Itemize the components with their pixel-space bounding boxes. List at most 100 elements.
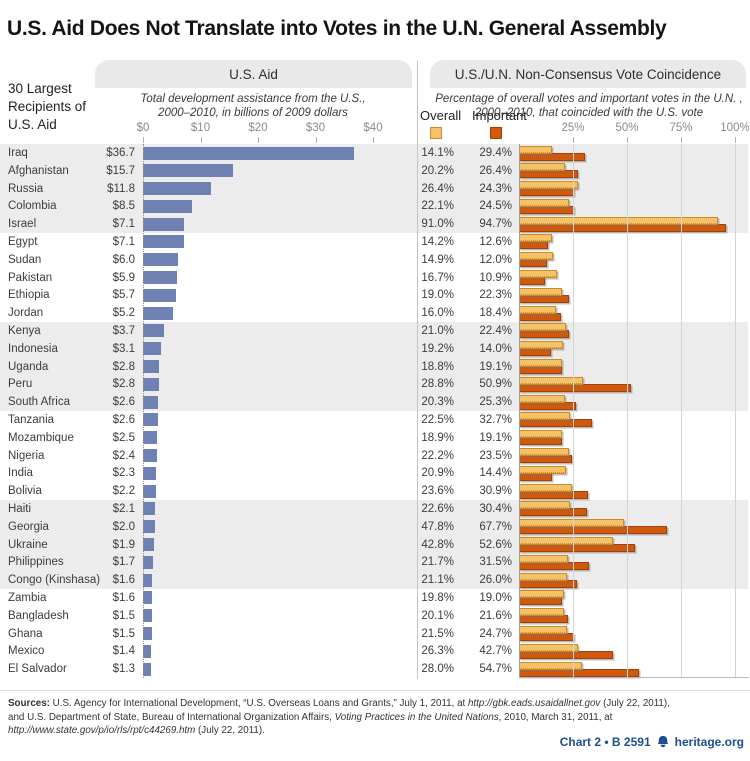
aid-subtitle: Total development assistance from the U.… (140, 93, 366, 120)
important-bar (519, 294, 570, 303)
aid-bar (143, 164, 234, 178)
overall-bar (519, 626, 568, 635)
overall-bar (519, 430, 562, 439)
overall-value: 16.0% (421, 307, 454, 320)
page-title: U.S. Aid Does Not Translate into Votes i… (7, 17, 667, 41)
aid-value: $5.7 (112, 289, 135, 302)
axis-tick-mark (373, 137, 374, 143)
table-row: Pakistan $5.9 16.7% 10.9% (0, 269, 748, 287)
important-value: 94.7% (479, 218, 512, 231)
overall-bar (519, 394, 565, 403)
country-label: Egypt (8, 235, 38, 248)
table-row: Indonesia $3.1 19.2% 14.0% (0, 339, 748, 358)
important-bar (519, 561, 589, 570)
aid-bar (143, 609, 152, 623)
aid-bar (143, 253, 178, 267)
table-row: Kenya $3.7 21.0% 22.4% (0, 321, 748, 340)
important-bar (519, 455, 572, 464)
aid-bar (143, 484, 156, 498)
table-row: Egypt $7.1 14.2% 12.6% (0, 233, 748, 251)
overall-value: 20.2% (421, 164, 454, 177)
important-bar (519, 615, 568, 624)
aid-bar (143, 644, 151, 658)
axis-tick-mark (573, 137, 574, 143)
aid-bar (143, 662, 151, 676)
aid-value: $1.5 (112, 609, 135, 622)
aid-value: $2.8 (112, 378, 135, 391)
aid-value: $1.7 (112, 556, 135, 569)
aid-value: $8.5 (112, 200, 135, 213)
aid-bar (143, 199, 192, 213)
overall-bar (519, 270, 558, 279)
important-value: 30.9% (479, 485, 512, 498)
sources-note: Sources: U.S. Agency for International D… (8, 697, 724, 738)
important-bar (519, 490, 588, 499)
country-label: Philippines (8, 556, 64, 569)
aid-value: $1.3 (112, 663, 135, 676)
important-bar (519, 472, 553, 481)
heritage-bell-icon (657, 735, 668, 748)
important-value: 26.0% (479, 574, 512, 587)
important-value: 14.4% (479, 467, 512, 480)
overall-value: 14.2% (421, 235, 454, 248)
aid-bar (143, 627, 152, 641)
aid-bar (143, 217, 184, 231)
important-bar (519, 526, 668, 535)
country-label: Ghana (8, 627, 43, 640)
overall-bar (519, 590, 564, 599)
table-row: Congo (Kinshasa) $1.6 21.1% 26.0% (0, 571, 748, 589)
overall-value: 26.3% (421, 645, 454, 658)
overall-bar (519, 519, 625, 528)
aid-bar (143, 146, 354, 160)
votes-x-axis: 25% 50% 75% 100% (0, 122, 750, 144)
table-row: Ukraine $1.9 42.8% 52.6% (0, 535, 748, 554)
overall-bar (519, 483, 572, 492)
important-value: 54.7% (479, 663, 512, 676)
important-bar (519, 223, 726, 232)
table-row: Sudan $6.0 14.9% 12.0% (0, 251, 748, 269)
country-label: Israel (8, 218, 37, 231)
country-label: Mozambique (8, 431, 74, 444)
chart-reference: Chart 2 • B 2591 (559, 735, 651, 749)
overall-bar (519, 287, 562, 296)
overall-bar (519, 448, 569, 457)
aid-value: $2.1 (112, 502, 135, 515)
aid-value: $3.7 (112, 324, 135, 337)
important-value: 25.3% (479, 396, 512, 409)
aid-bar (143, 502, 156, 516)
important-bar (519, 597, 562, 606)
important-bar (519, 419, 592, 428)
overall-bar (519, 465, 567, 474)
legend-overall-swatch (430, 127, 442, 139)
legend-important-swatch (490, 127, 502, 139)
overall-bar (519, 554, 568, 563)
axis-tick-label: $0 (136, 122, 150, 134)
footer-brand: Chart 2 • B 2591 heritage.org (560, 735, 744, 749)
overall-bar (519, 643, 578, 652)
important-bar (519, 579, 578, 588)
axis-tick-mark (200, 137, 202, 143)
aid-value: $2.6 (112, 413, 135, 426)
overall-bar (519, 305, 556, 314)
footer-divider (0, 690, 750, 691)
country-label: Nigeria (8, 449, 45, 462)
overall-value: 20.1% (421, 609, 454, 622)
country-label: Iraq (8, 147, 28, 159)
aid-value: $5.9 (112, 271, 135, 284)
overall-value: 19.8% (421, 591, 454, 604)
country-label: Bolivia (8, 485, 42, 498)
important-value: 23.5% (479, 449, 512, 462)
overall-value: 91.0% (421, 218, 454, 231)
important-bar (519, 366, 563, 375)
axis-tick-label: $20 (248, 122, 268, 134)
aid-value: $1.5 (112, 627, 135, 640)
table-row: Philippines $1.7 21.7% 31.5% (0, 553, 748, 572)
overall-value: 14.1% (421, 147, 454, 159)
panel-divider (417, 60, 418, 679)
aid-bar (143, 413, 158, 427)
overall-value: 14.9% (421, 253, 454, 266)
aid-value: $1.6 (112, 574, 135, 587)
important-value: 14.0% (479, 342, 512, 355)
axis-tick-label: 25% (561, 122, 585, 134)
overall-value: 21.1% (421, 574, 454, 587)
